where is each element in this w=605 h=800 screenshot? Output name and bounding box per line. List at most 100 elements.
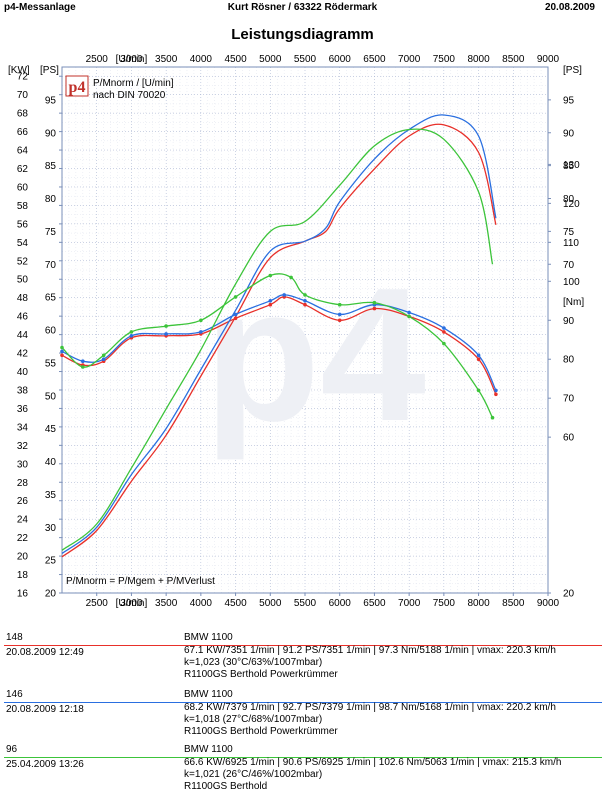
kw-tick-label: 18 <box>17 570 29 581</box>
ps-tick-label-right: 70 <box>563 260 575 271</box>
torque-point-96 <box>490 415 495 420</box>
nm-tick-label: 20 <box>563 589 575 600</box>
run-color-line <box>4 645 184 646</box>
run-values: 68.2 KW/7379 1/min | 92.7 PS/7379 1/min … <box>184 702 556 713</box>
logo-box <box>65 75 89 97</box>
run-values: 66.6 KW/6925 1/min | 90.6 PS/6925 1/min … <box>184 757 562 768</box>
ps-tick-label-left: 55 <box>45 358 57 369</box>
nm-tick-label: 70 <box>563 394 575 405</box>
x-tick-label-bottom: 5500 <box>294 598 317 609</box>
ps-tick-label-left: 80 <box>45 194 57 205</box>
ps-tick-label-left: 40 <box>45 457 57 468</box>
x-tick-label-top: 7500 <box>433 54 456 65</box>
kw-tick-label: 26 <box>17 496 29 507</box>
x-tick-label-top: 9000 <box>537 54 560 65</box>
run-color-line <box>4 757 184 758</box>
run-id: 148 <box>6 632 23 643</box>
ps-tick-label-left: 30 <box>45 523 57 534</box>
torque-point-96 <box>303 293 307 297</box>
kw-tick-label: 66 <box>17 127 29 138</box>
torque-point-146 <box>407 310 411 315</box>
nm-unit-label: [Nm] <box>563 297 584 308</box>
torque-point-148 <box>337 318 342 323</box>
kw-tick-label: 40 <box>17 367 29 378</box>
ps-unit-label-left: [PS] <box>40 65 59 76</box>
x-tick-label-top: 2500 <box>86 54 109 65</box>
run-date: 20.08.2009 12:49 <box>6 647 84 658</box>
run-note: R1100GS Berthold <box>184 781 268 792</box>
torque-point-96 <box>268 273 273 278</box>
x-tick-label-bottom: 3500 <box>155 598 178 609</box>
kw-tick-label: 44 <box>17 330 29 341</box>
torque-point-96 <box>289 275 293 280</box>
run-id: 96 <box>6 744 18 755</box>
run-k-factor: k=1,018 (27°C/68%/1007mbar) <box>184 714 323 725</box>
x-tick-label-bottom: 4000 <box>190 598 213 609</box>
torque-point-146 <box>494 388 498 393</box>
x-tick-label-bottom: 2500 <box>86 598 109 609</box>
run-color-line <box>4 702 184 703</box>
nm-tick-label: 130 <box>563 160 580 171</box>
x-tick-label-top: 5500 <box>294 54 317 65</box>
run-k-factor: k=1,023 (30°C/63%/1007mbar) <box>184 657 323 668</box>
kw-tick-label: 46 <box>17 312 29 323</box>
x-unit-label-top: [U/min] <box>116 54 148 65</box>
ps-tick-label-right: 85 <box>563 161 575 172</box>
ps-tick-label-left: 35 <box>45 490 57 501</box>
ps-tick-label-left: 25 <box>45 556 57 567</box>
ps-tick-label-left: 20 <box>45 589 57 600</box>
run-k-factor: k=1,021 (26°C/46%/1002mbar) <box>184 769 323 780</box>
nm-tick-label: 60 <box>563 433 575 444</box>
kw-tick-label: 56 <box>17 219 29 230</box>
kw-tick-label: 28 <box>17 478 29 489</box>
kw-tick-label: 72 <box>17 72 29 83</box>
x-tick-label-top: 5000 <box>259 54 282 65</box>
kw-tick-label: 64 <box>17 146 29 157</box>
run-note: R1100GS Berthold Powerkrümmer <box>184 669 338 680</box>
header-left: p4-Messanlage <box>4 2 76 13</box>
kw-tick-label: 52 <box>17 256 29 267</box>
x-tick-label-bottom: 3000 <box>120 598 143 609</box>
torque-point-148 <box>233 316 238 321</box>
ps-tick-label-left: 45 <box>45 424 57 435</box>
torque-point-96 <box>476 388 481 393</box>
torque-point-96 <box>337 302 342 307</box>
torque-point-96 <box>233 295 238 299</box>
kw-tick-label: 68 <box>17 109 29 120</box>
torque-point-148 <box>268 302 273 307</box>
x-tick-label-top: 3500 <box>155 54 178 65</box>
x-tick-label-top: 3000 <box>120 54 143 65</box>
torque-point-96 <box>199 318 203 323</box>
ps-tick-label-right: 90 <box>563 128 575 139</box>
kw-tick-label: 24 <box>17 515 29 526</box>
torque-point-146 <box>101 357 106 362</box>
x-tick-label-bottom: 5000 <box>259 598 282 609</box>
x-tick-label-top: 6000 <box>329 54 352 65</box>
ps-tick-label-left: 95 <box>45 95 57 106</box>
run-color-line <box>184 645 602 646</box>
nm-tick-label: 120 <box>563 199 580 210</box>
kw-tick-label: 48 <box>17 293 29 304</box>
torque-point-146 <box>476 353 481 358</box>
run-color-line <box>184 757 602 758</box>
legend-text-2: nach DIN 70020 <box>93 90 166 101</box>
x-tick-label-top: 8500 <box>502 54 525 65</box>
x-tick-label-bottom: 8000 <box>467 598 490 609</box>
x-tick-label-bottom: 6500 <box>363 598 386 609</box>
x-tick-label-bottom: 9000 <box>537 598 560 609</box>
torque-point-96 <box>442 341 446 346</box>
torque-point-146 <box>129 334 134 338</box>
kw-unit-label: [KW] <box>8 65 30 76</box>
torque-point-96 <box>407 314 411 319</box>
torque-point-96 <box>101 353 106 358</box>
torque-point-96 <box>129 330 134 334</box>
torque-point-96 <box>164 324 168 328</box>
torque-point-146 <box>164 332 168 336</box>
kw-tick-label: 32 <box>17 441 29 452</box>
torque-point-148 <box>442 330 446 334</box>
ps-tick-label-left: 85 <box>45 161 57 172</box>
torque-point-146 <box>303 299 307 303</box>
torque-point-148 <box>494 392 498 397</box>
ps-tick-label-right: 80 <box>563 194 575 205</box>
power-chart: p4 2500 2500 3000 3000 3500 3500 4000 4000 4500 45… <box>8 54 584 609</box>
